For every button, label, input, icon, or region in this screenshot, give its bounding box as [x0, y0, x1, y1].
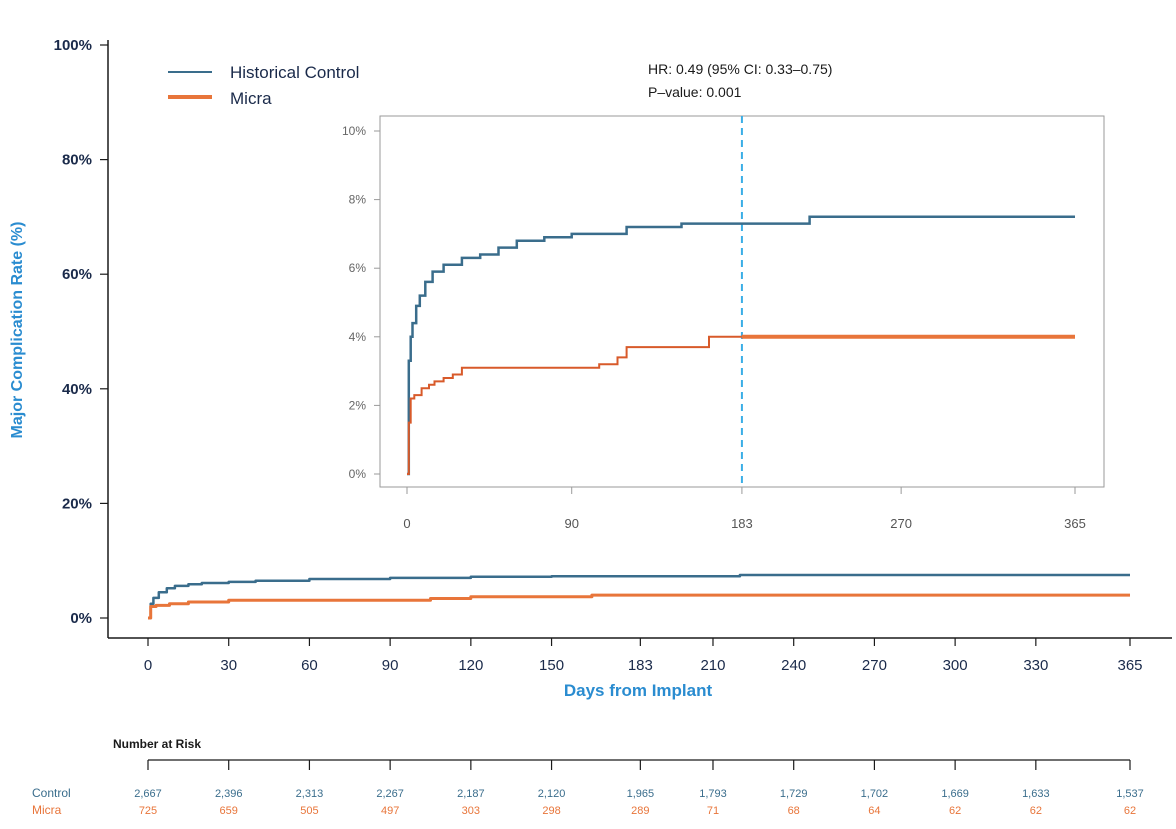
- risk-value-control: 2,120: [538, 788, 566, 800]
- inset-x-tick-label: 0: [403, 516, 410, 531]
- risk-value-micra: 298: [542, 805, 560, 817]
- main-series-line-micra: [148, 593, 1130, 620]
- inset-x-tick-label: 270: [890, 516, 912, 531]
- main-x-axis-label: Days from Implant: [564, 681, 713, 700]
- risk-table-ticks: [147, 760, 1131, 770]
- inset-x-tick-label: 365: [1064, 516, 1086, 531]
- main-y-tick-label: 20%: [62, 495, 92, 512]
- main-y-tick-label: 80%: [62, 152, 92, 169]
- risk-value-control: 1,965: [627, 788, 655, 800]
- risk-value-micra: 303: [462, 805, 480, 817]
- risk-row-label-micra: Micra: [32, 803, 62, 817]
- risk-value-control: 2,313: [296, 788, 324, 800]
- risk-value-micra: 659: [220, 805, 238, 817]
- risk-value-micra: 62: [1030, 805, 1042, 817]
- risk-value-control: 1,729: [780, 788, 808, 800]
- main-series-group: [148, 573, 1130, 620]
- main-x-tick-label: 30: [220, 657, 237, 674]
- inset-y-tick-label: 2%: [349, 398, 367, 412]
- inset-y-tick-label: 6%: [349, 261, 367, 275]
- main-x-tick-label: 90: [382, 657, 399, 674]
- main-series-line-control: [148, 573, 1130, 620]
- legend: Historical Control Micra: [168, 63, 359, 108]
- risk-value-control: 1,669: [941, 788, 969, 800]
- inset-series-line-control: [407, 215, 1075, 476]
- main-x-ticks: 0 30 60 90 120 150 183 210 240 270 300 330 365: [144, 638, 1143, 674]
- main-x-tick-label: 60: [301, 657, 318, 674]
- main-y-ticks: 0% 20% 40% 60% 80% 100%: [54, 37, 108, 627]
- main-x-tick-label: 150: [539, 657, 564, 674]
- inset-x-tick-label: 90: [564, 516, 578, 531]
- risk-value-micra: 725: [139, 805, 157, 817]
- inset-y-ticks: 0% 2% 4% 6% 8% 10%: [342, 124, 380, 481]
- risk-table-rows: Control 2,667 2,396 2,313 2,267 2,187 2,120 1,9…: [32, 786, 1144, 817]
- risk-value-micra: 62: [1124, 805, 1136, 817]
- main-y-tick-label: 40%: [62, 381, 92, 398]
- main-x-tick-label: 240: [781, 657, 806, 674]
- inset-series-line-micra: [407, 335, 742, 475]
- inset-x-ticks: 0 90 183 270 365: [403, 487, 1086, 531]
- main-x-tick-label: 210: [700, 657, 725, 674]
- risk-value-micra: 71: [707, 805, 719, 817]
- legend-label-control: Historical Control: [230, 63, 359, 82]
- inset-y-tick-label: 10%: [342, 124, 366, 138]
- main-x-tick-label: 365: [1117, 657, 1142, 674]
- risk-value-control: 2,396: [215, 788, 243, 800]
- risk-value-micra: 64: [868, 805, 880, 817]
- inset-y-tick-label: 8%: [349, 193, 367, 207]
- risk-value-micra: 505: [300, 805, 318, 817]
- main-x-tick-label: 270: [862, 657, 887, 674]
- risk-value-control: 1,537: [1116, 788, 1144, 800]
- risk-value-micra: 62: [949, 805, 961, 817]
- main-y-tick-label: 100%: [54, 37, 92, 54]
- inset-series-group: [407, 215, 1075, 476]
- risk-table-title: Number at Risk: [113, 737, 201, 751]
- risk-value-micra: 497: [381, 805, 399, 817]
- risk-value-micra: 289: [631, 805, 649, 817]
- risk-value-control: 2,667: [134, 788, 162, 800]
- main-x-tick-label: 0: [144, 657, 152, 674]
- main-axes: [107, 40, 1172, 639]
- inset-y-tick-label: 0%: [349, 467, 367, 481]
- main-y-tick-label: 0%: [70, 610, 92, 627]
- main-x-tick-label: 330: [1023, 657, 1048, 674]
- risk-value-control: 1,633: [1022, 788, 1050, 800]
- inset-y-tick-label: 4%: [349, 330, 367, 344]
- inset-x-tick-label: 183: [731, 516, 753, 531]
- hazard-ratio-text: HR: 0.49 (95% CI: 0.33–0.75): [648, 61, 832, 77]
- main-y-tick-label: 60%: [62, 266, 92, 283]
- main-x-tick-label: 183: [628, 657, 653, 674]
- risk-value-control: 2,187: [457, 788, 485, 800]
- p-value-text: P–value: 0.001: [648, 84, 742, 100]
- risk-value-control: 1,793: [699, 788, 727, 800]
- risk-value-control: 2,267: [376, 788, 404, 800]
- main-x-tick-label: 120: [458, 657, 483, 674]
- risk-row-label-control: Control: [32, 786, 71, 800]
- legend-label-micra: Micra: [230, 89, 272, 108]
- risk-value-micra: 68: [788, 805, 800, 817]
- risk-value-control: 1,702: [861, 788, 889, 800]
- main-y-axis-label: Major Complication Rate (%): [9, 222, 26, 439]
- main-x-tick-label: 300: [943, 657, 968, 674]
